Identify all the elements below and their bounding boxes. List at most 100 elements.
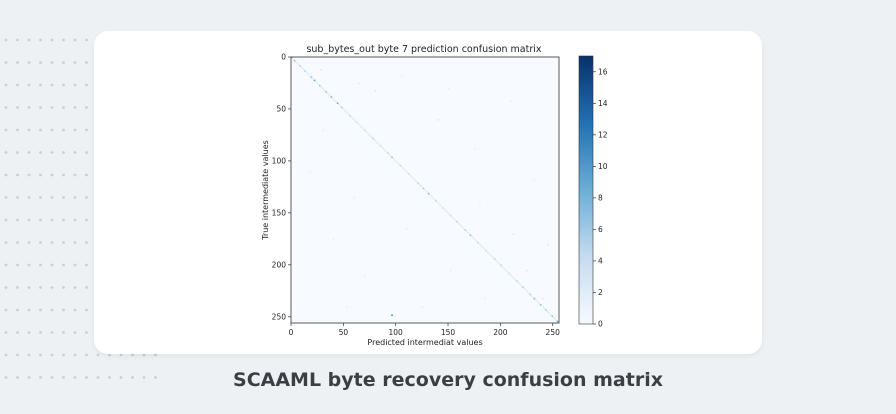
heatmap-cell	[477, 241, 479, 244]
background-dot	[73, 38, 77, 42]
background-dot	[73, 151, 77, 154]
diagonal-cell	[459, 224, 461, 226]
heatmap-cell	[545, 309, 547, 311]
background-dot	[108, 376, 111, 379]
heatmap-cell	[325, 91, 327, 93]
background-dot	[39, 331, 42, 334]
background-dot	[85, 128, 88, 132]
diagonal-cell	[316, 81, 318, 84]
diagonal-cell	[535, 300, 538, 302]
background-dot	[50, 241, 54, 244]
background-dot	[119, 353, 123, 357]
diagonal-cell	[305, 71, 308, 73]
diagonal-cell	[446, 211, 449, 214]
background-dot	[16, 241, 19, 244]
background-dot	[16, 106, 19, 109]
background-dot	[85, 353, 88, 357]
background-dot	[4, 151, 8, 154]
colorbar	[578, 55, 594, 325]
background-dot	[50, 376, 54, 379]
diagonal-cell	[479, 244, 481, 246]
diagonal-cell	[369, 134, 371, 137]
background-dot	[73, 331, 77, 334]
diagonal-cell	[534, 299, 537, 301]
diagonal-cell	[517, 281, 519, 283]
confusion-matrix-chart: sub_bytes_out byte 7 prediction confusio…	[261, 44, 608, 347]
diagonal-cell	[322, 88, 324, 90]
background-dot	[50, 128, 54, 132]
diagonal-cell	[360, 125, 362, 127]
diagonal-cell	[361, 126, 363, 128]
diagonal-cell	[448, 212, 450, 215]
diagonal-cell	[486, 251, 489, 253]
diagonal-cell	[476, 240, 478, 243]
y-axis: 0 50 100 150 200 250	[272, 53, 291, 321]
diagonal-cell	[449, 213, 451, 216]
x-tick-label: 250	[546, 328, 561, 337]
diagonal-cell	[354, 120, 357, 122]
y-tick-label: 150	[272, 208, 287, 217]
heatmap-cell	[355, 121, 358, 123]
diagonal-cell	[401, 167, 404, 169]
diagonal-cell	[416, 181, 418, 184]
heatmap-cell	[427, 192, 430, 195]
heatmap-cell	[449, 214, 452, 217]
background-dot	[27, 38, 31, 42]
diagonal-cell	[426, 191, 428, 193]
diagonal-cell	[295, 61, 297, 63]
background-dot	[39, 241, 42, 244]
background-dot	[27, 263, 31, 267]
diagonal-cell	[318, 84, 320, 86]
diagonal-cell	[453, 218, 455, 220]
heatmap-cell	[374, 90, 377, 92]
background-dot	[73, 106, 77, 109]
diagonal-cell	[458, 223, 460, 225]
diagonal-cell	[297, 63, 299, 65]
diagonal-cell	[383, 148, 385, 150]
colorbar-tick-label: 4	[598, 257, 603, 266]
heatmap-cell	[484, 297, 486, 300]
background-dot	[4, 241, 8, 244]
heatmap-cell	[332, 238, 335, 241]
heatmap-cell	[387, 152, 389, 154]
diagonal-cell	[509, 274, 512, 276]
colorbar-tick-label: 12	[598, 130, 608, 139]
heatmap-cell	[456, 220, 458, 223]
figure-caption: SCAAML byte recovery confusion matrix	[233, 369, 663, 391]
diagonal-cell	[554, 318, 557, 321]
background-dot	[142, 376, 146, 379]
y-axis-label: True intermediate values	[261, 140, 270, 241]
heatmap-cell	[336, 102, 339, 104]
diagonal-cell	[309, 75, 312, 78]
diagonal-cell	[412, 177, 414, 179]
background-dot	[50, 218, 54, 222]
background-dot	[50, 173, 54, 177]
diagonal-cell	[474, 238, 476, 241]
background-dot	[50, 331, 54, 334]
heatmap-cell	[512, 233, 515, 235]
diagonal-cell	[311, 77, 314, 80]
background-dot	[27, 241, 31, 244]
diagonal-cell	[388, 153, 390, 155]
heatmap-cell	[400, 75, 403, 77]
background-dot	[27, 218, 31, 222]
diagonal-cell	[353, 119, 356, 121]
background-dot	[73, 353, 77, 357]
background-dot	[62, 196, 65, 199]
background-dot	[4, 331, 8, 334]
heatmap-cell	[435, 200, 437, 202]
diagonal-cell	[531, 295, 534, 298]
diagonal-cell	[413, 178, 415, 180]
background-dot	[39, 196, 42, 199]
heatmap-cell	[522, 286, 524, 288]
diagonal-cell	[351, 117, 354, 119]
diagonal-cell	[507, 272, 510, 274]
diagonal-cell	[539, 303, 541, 305]
diagonal-cell	[482, 247, 484, 249]
diagonal-cell	[552, 316, 555, 319]
diagonal-cell	[411, 176, 413, 178]
background-dot	[50, 353, 54, 357]
diagonal-cell	[344, 109, 346, 112]
diagonal-cell	[483, 248, 485, 250]
heatmap-cell	[299, 65, 301, 67]
